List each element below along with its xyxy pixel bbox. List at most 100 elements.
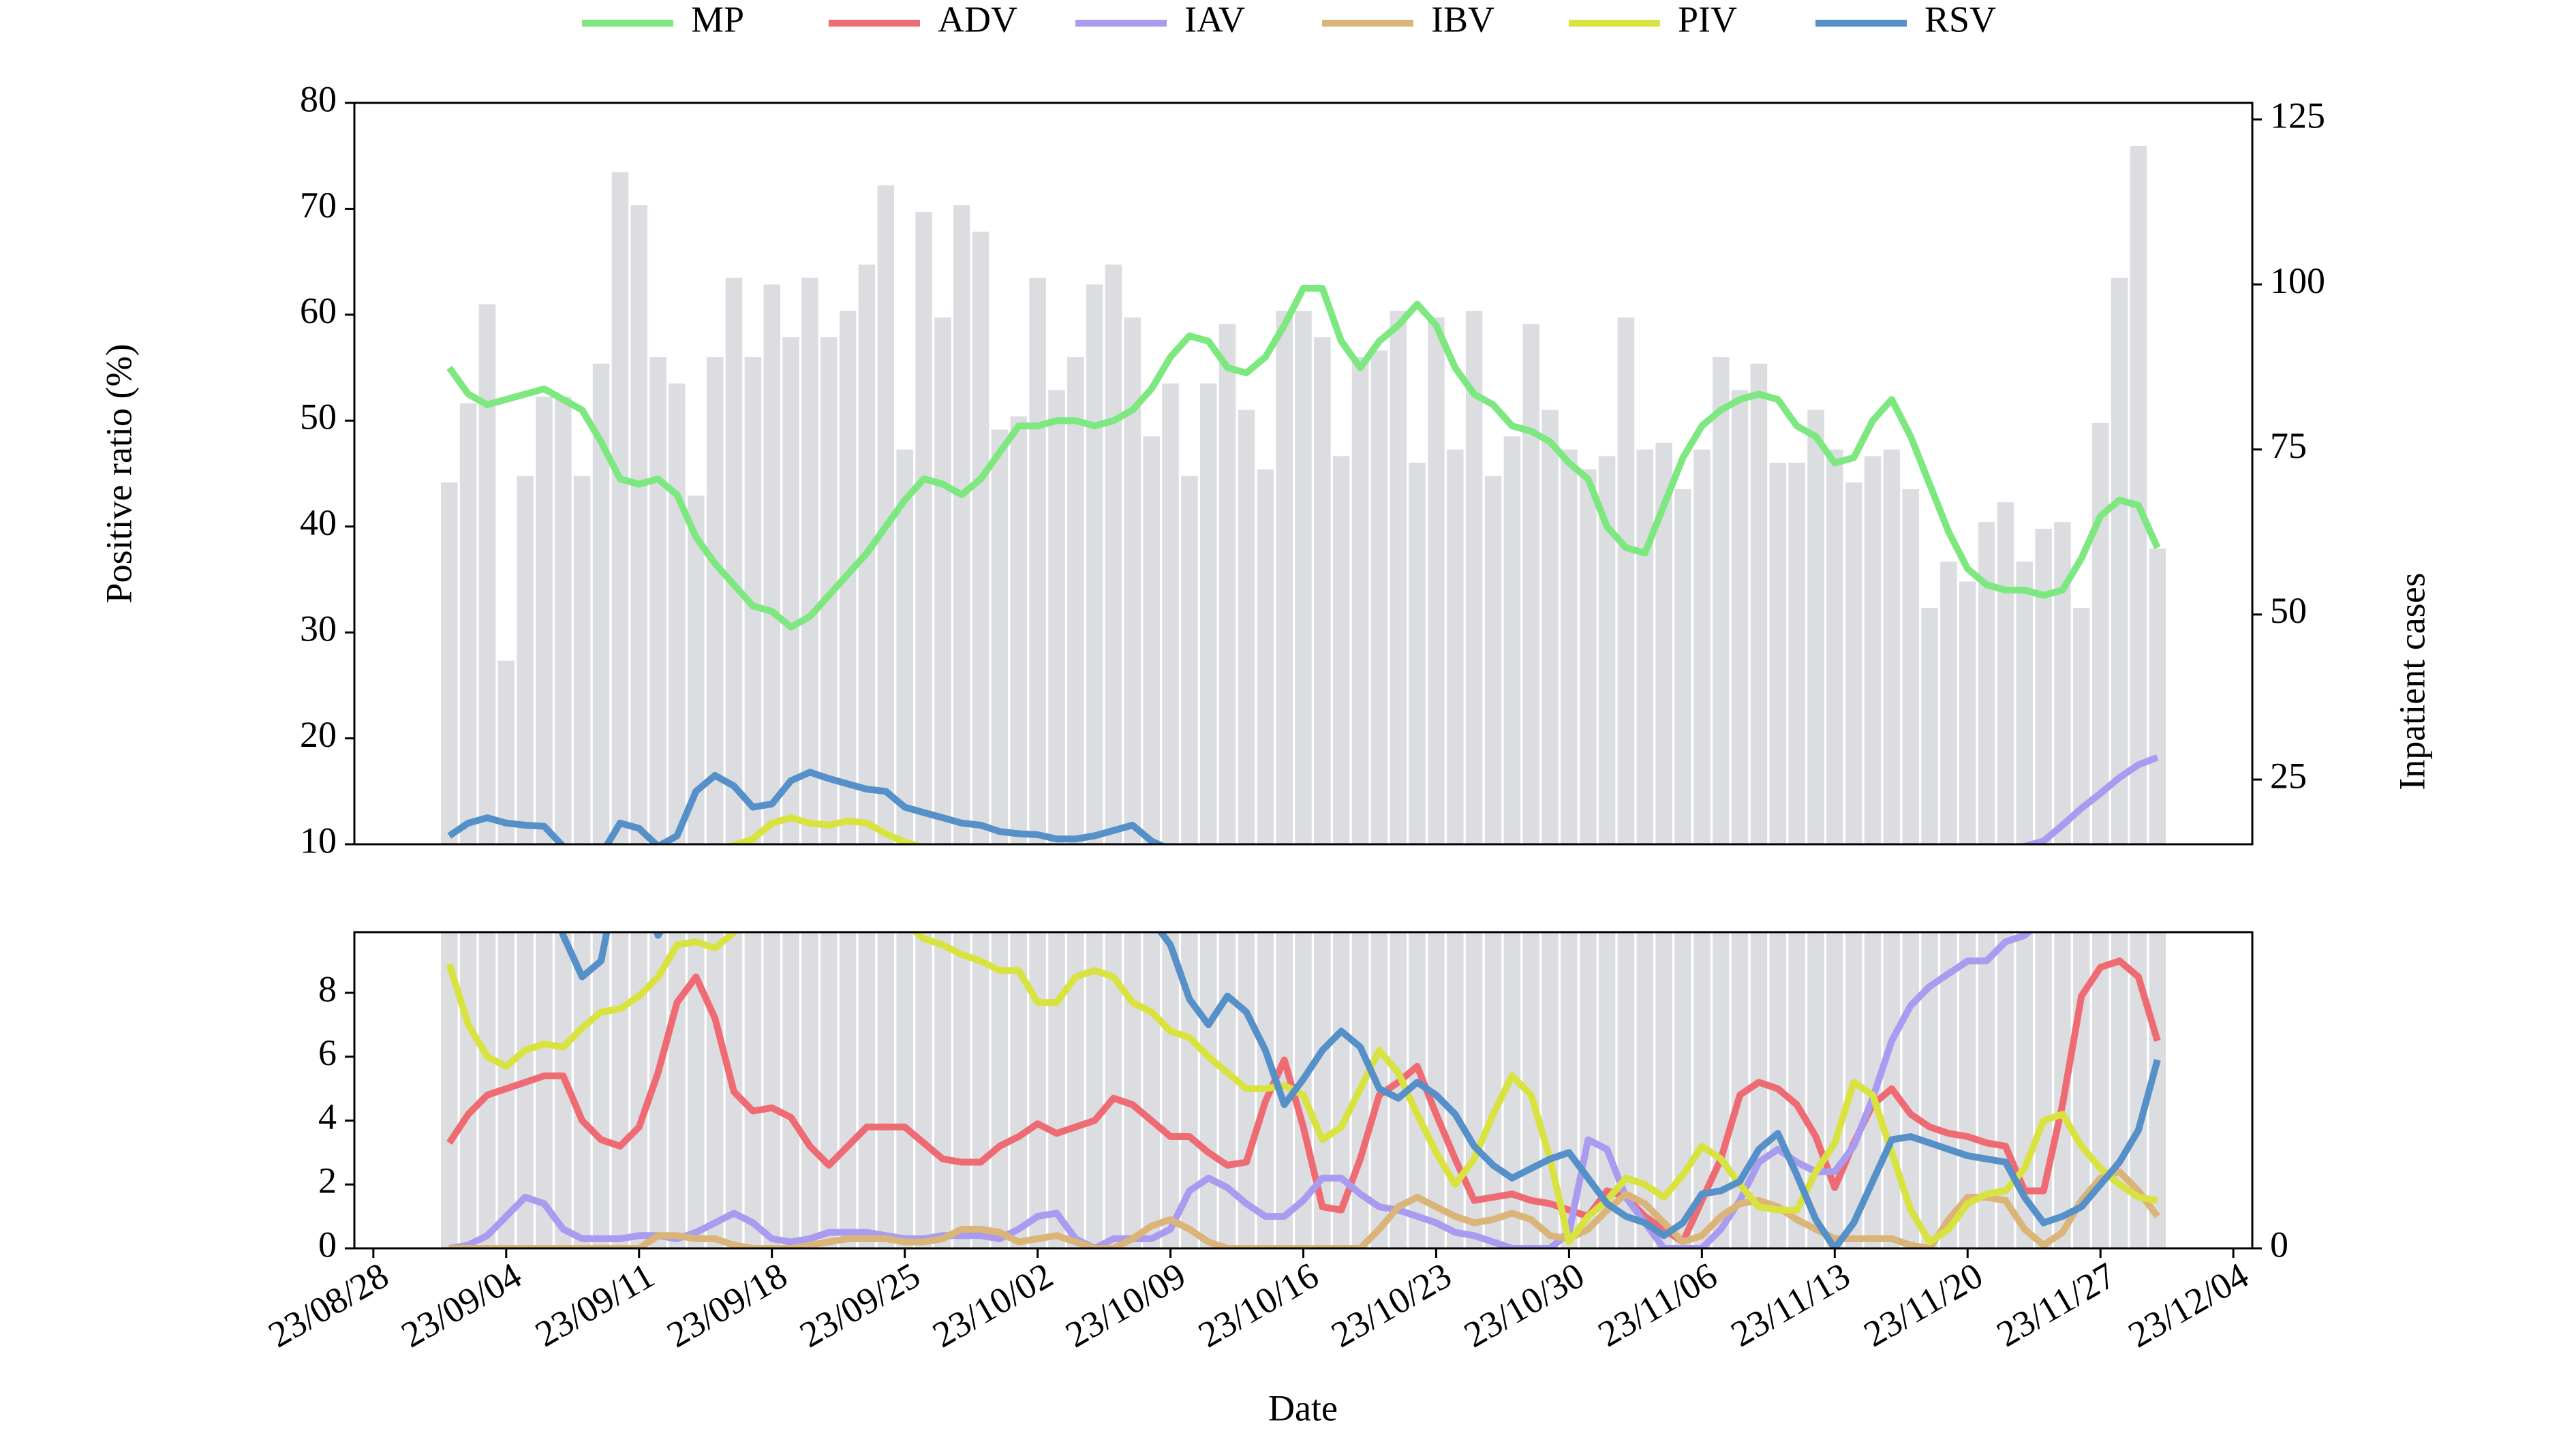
bar: [611, 172, 629, 844]
bar: [706, 357, 724, 844]
bar: [517, 476, 534, 844]
series-line: [449, 0, 2158, 275]
y2-tick-label: 100: [2270, 260, 2325, 301]
x-tick-label: 23/09/11: [528, 1254, 661, 1355]
bar: [1218, 324, 1236, 844]
bar: [1351, 357, 1369, 844]
y-tick-label: 10: [300, 820, 337, 861]
bar: [1295, 311, 1312, 844]
bar: [782, 337, 799, 844]
bar: [630, 932, 648, 1248]
bar: [915, 211, 932, 844]
bar: [1826, 449, 1843, 844]
bar: [1807, 932, 1824, 1248]
bar: [896, 932, 913, 1248]
bar: [1940, 932, 1957, 1248]
bar: [1029, 277, 1046, 844]
y2-axis-label: Inpatient cases: [2391, 572, 2432, 790]
bar: [1731, 390, 1749, 844]
bar: [1162, 383, 1179, 844]
bar: [1883, 449, 1901, 844]
bar: [2035, 932, 2052, 1248]
y-tick-label: 20: [300, 714, 337, 755]
bar: [1617, 317, 1635, 844]
bar: [1959, 581, 1976, 844]
bar: [2091, 422, 2109, 844]
x-tick-label: 23/10/16: [1191, 1254, 1325, 1355]
bar: [1484, 476, 1502, 844]
x-tick-label: 23/09/18: [660, 1254, 794, 1355]
legend-label: ADV: [938, 0, 1017, 40]
bar: [669, 383, 686, 844]
bar: [478, 304, 496, 844]
x-tick-label: 23/09/04: [395, 1254, 528, 1355]
y-tick-label: 70: [300, 185, 337, 226]
series-line: [449, 1168, 2160, 1248]
bar: [1105, 264, 1122, 844]
bar: [2111, 277, 2128, 844]
bar: [1864, 456, 1882, 844]
bar: [1693, 449, 1711, 844]
x-tick-label: 23/10/23: [1324, 1254, 1458, 1355]
bar: [782, 932, 799, 1248]
bar: [991, 932, 1009, 1248]
x-tick-label: 23/08/28: [262, 1254, 395, 1355]
bar: [1750, 363, 1768, 844]
bar: [1428, 317, 1445, 844]
legend-label: MP: [691, 0, 744, 40]
legend-label: RSV: [1925, 0, 1996, 40]
bar: [1845, 482, 1862, 844]
series-line: [446, 932, 2158, 1246]
bar: [744, 932, 762, 1248]
series-line: [558, 932, 2161, 1248]
y-tick-label: 40: [300, 502, 337, 543]
bar: [440, 482, 458, 844]
y-axis-label: Positive ratio (%): [98, 344, 139, 604]
bar: [1447, 932, 1464, 1248]
bar: [1010, 416, 1028, 844]
bar: [820, 932, 838, 1248]
bar: [669, 932, 686, 1248]
x-tick-label: 23/11/13: [1724, 1254, 1857, 1355]
bar: [2054, 522, 2071, 844]
bar: [763, 284, 780, 844]
bar: [573, 476, 591, 844]
x-tick-label: 23/10/09: [1058, 1254, 1192, 1355]
bar: [972, 231, 990, 844]
bar: [2035, 528, 2052, 844]
bar: [706, 932, 724, 1248]
bar: [1636, 449, 1654, 844]
bar: [2149, 548, 2166, 844]
bar: [459, 932, 477, 1248]
x-axis-label: Date: [1268, 1387, 1338, 1428]
bar: [1561, 449, 1578, 844]
bar: [1048, 932, 1065, 1248]
bar: [1124, 932, 1141, 1248]
bar: [991, 429, 1009, 844]
y2-tick-label: 0: [2270, 1224, 2288, 1265]
bar: [1522, 324, 1539, 844]
bar: [1447, 449, 1464, 844]
y-tick-label: 30: [300, 608, 337, 649]
bar: [1124, 317, 1141, 844]
bar: [1788, 463, 1805, 844]
x-tick-label: 23/09/25: [793, 1254, 927, 1355]
legend-label: IBV: [1431, 0, 1494, 40]
bar: [1674, 489, 1691, 844]
y-tick-label: 6: [318, 1032, 337, 1073]
bar: [1674, 932, 1691, 1248]
bar: [1086, 284, 1103, 844]
bar: [953, 205, 970, 844]
bar: [1712, 357, 1730, 844]
bar: [573, 932, 591, 1248]
bar: [459, 403, 477, 844]
bar: [1332, 456, 1350, 844]
y2-tick-label: 125: [2270, 95, 2325, 136]
y-tick-label: 50: [300, 397, 337, 437]
bar: [1143, 436, 1160, 844]
bar: [555, 397, 572, 844]
bar: [1276, 311, 1293, 844]
bar: [896, 449, 913, 844]
bar: [953, 932, 970, 1248]
